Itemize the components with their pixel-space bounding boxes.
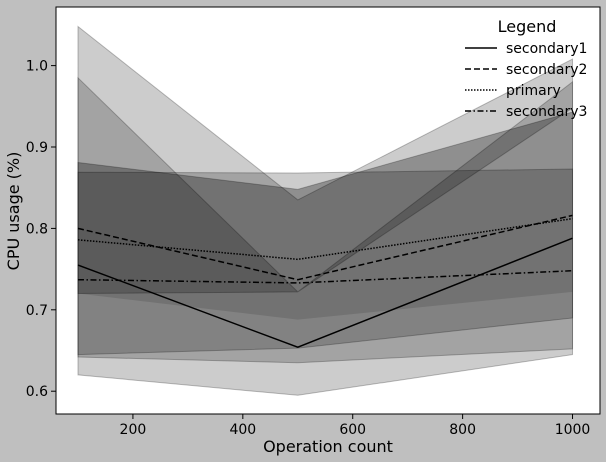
legend-label-secondary3: secondary3 — [506, 104, 587, 120]
band-secondary1 — [77, 168, 574, 356]
line-primary — [77, 217, 573, 261]
x-tick-label: 800 — [449, 422, 476, 438]
band-inner-overlap — [77, 112, 573, 320]
x-tick-label: 600 — [339, 422, 366, 438]
plot-frame — [55, 6, 601, 415]
legend-label-secondary2: secondary2 — [506, 62, 587, 78]
x-axis-ticks: 200 400 600 800 1000 — [120, 414, 591, 438]
x-tick-label: 200 — [120, 422, 147, 438]
x-axis-label: Operation count — [263, 437, 393, 456]
band-secondary3 — [77, 111, 574, 364]
y-tick-label: 1.0 — [26, 59, 48, 75]
x-tick-label: 1000 — [555, 422, 591, 438]
series-lines — [77, 214, 573, 349]
y-axis-ticks: 0.6 0.7 0.8 0.9 1.0 — [26, 59, 56, 400]
plot-background — [56, 7, 600, 414]
line-secondary2 — [77, 214, 573, 281]
y-tick-label: 0.9 — [26, 140, 48, 156]
legend: Legend secondary1 secondary2 primary second… — [465, 17, 587, 120]
legend-title: Legend — [498, 17, 557, 36]
legend-label-primary: primary — [506, 83, 561, 99]
band-secondary2 — [77, 25, 574, 396]
y-tick-label: 0.7 — [26, 303, 48, 319]
line-secondary3 — [77, 269, 573, 284]
confidence-bands — [77, 25, 574, 396]
band-primary — [77, 76, 574, 295]
y-tick-label: 0.8 — [26, 221, 48, 237]
x-tick-label: 400 — [229, 422, 256, 438]
y-tick-label: 0.6 — [26, 384, 48, 400]
legend-label-secondary1: secondary1 — [506, 41, 587, 57]
y-axis-label: CPU usage (%) — [4, 152, 23, 271]
